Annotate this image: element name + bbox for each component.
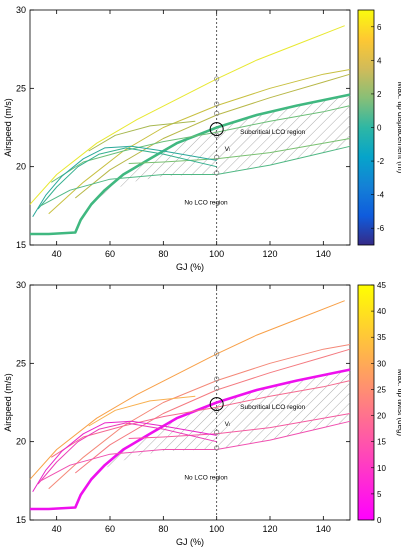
colorbar-tick-label: 45 [377,281,386,290]
series-line-8 [32,420,217,493]
x-tick-label: 80 [158,524,168,534]
annotation-no-lco: No LCO region [184,199,228,206]
x-tick-label: 100 [209,524,224,534]
x-tick-label: 60 [105,524,115,534]
colorbar-tick-label: -4 [377,191,385,200]
x-tick-label: 120 [262,249,277,259]
y-tick-label: 30 [16,5,26,15]
series-line-5 [30,93,351,236]
x-tick-label: 100 [209,249,224,259]
x-tick-label: 120 [262,524,277,534]
lco-region-hatch [75,94,351,233]
colorbar-tick-label: 5 [377,490,382,499]
colorbar-tick-label: 35 [377,333,386,342]
colorbar-tick-label: 10 [377,464,386,473]
flutter-point-marker [209,397,224,412]
colorbar-tick-label: 0 [377,124,382,133]
series-line-10 [40,145,351,207]
colorbar [357,284,375,521]
reference-marker [214,351,220,357]
series-line-2 [48,344,351,490]
series-line-2 [48,69,351,215]
colorbar-tick-label: -2 [377,157,385,166]
series-line-7 [128,138,351,164]
series-line-1 [29,25,345,205]
colorbar-tick-label: 6 [377,23,382,32]
reference-marker [214,376,220,382]
colorbar-label: Max. tip twist (deg) [396,369,401,436]
reference-marker [214,76,220,82]
flutter-point-marker [209,122,224,137]
series-line-4 [88,120,196,152]
colorbar-tick-label: 0 [377,516,382,525]
colorbar-tick-label: 2 [377,90,382,99]
y-tick-label: 25 [16,83,26,93]
lco-region-hatch [75,369,351,508]
y-tick-label: 15 [16,240,26,250]
series-line-3 [74,73,351,199]
y-tick-label: 30 [16,280,26,290]
x-tick-label: 60 [105,249,115,259]
series-line-10 [40,420,351,482]
series-line-7 [128,413,351,439]
series-line-9 [37,147,217,210]
colorbar-tick-label: 30 [377,359,386,368]
annotation-vl: Vₗ [225,421,230,428]
reference-marker [214,101,220,107]
series-line-3 [74,348,351,474]
y-tick-label: 20 [16,437,26,447]
series-line-8 [32,145,217,218]
annotation-subcritical: Subcritical LCO region [240,404,305,411]
colorbar-tick-label: 15 [377,438,386,447]
reference-marker [214,385,220,391]
colorbar-tick-label: 25 [377,385,386,394]
x-axis-label: GJ (%) [176,262,204,272]
annotation-subcritical: Subcritical LCO region [240,129,305,136]
x-tick-label: 40 [52,524,62,534]
x-tick-label: 40 [52,249,62,259]
series-line-9 [37,422,217,485]
reference-marker [214,445,220,451]
colorbar-tick-label: -6 [377,224,385,233]
annotation-vl: Vₗ [225,146,230,153]
annotation-no-lco: No LCO region [184,474,228,481]
y-tick-label: 15 [16,515,26,525]
x-tick-label: 140 [316,249,331,259]
reference-marker [214,429,220,435]
colorbar-tick-label: 20 [377,412,386,421]
x-tick-label: 80 [158,249,168,259]
colorbar-tick-label: 4 [377,56,382,65]
y-axis-label: Airspeed (m/s) [3,373,13,432]
reference-marker [214,154,220,160]
series-line-1 [29,300,345,480]
y-tick-label: 20 [16,162,26,172]
x-axis-label: GJ (%) [176,537,204,547]
y-tick-label: 25 [16,358,26,368]
y-axis-label: Airspeed (m/s) [3,98,13,157]
series-line-4 [88,395,196,427]
reference-marker [214,170,220,176]
x-tick-label: 140 [316,524,331,534]
colorbar-label: Max. tip displacement (m) [396,82,401,174]
reference-marker [214,110,220,117]
series-line-5 [30,368,351,511]
colorbar-tick-label: 40 [377,307,386,316]
